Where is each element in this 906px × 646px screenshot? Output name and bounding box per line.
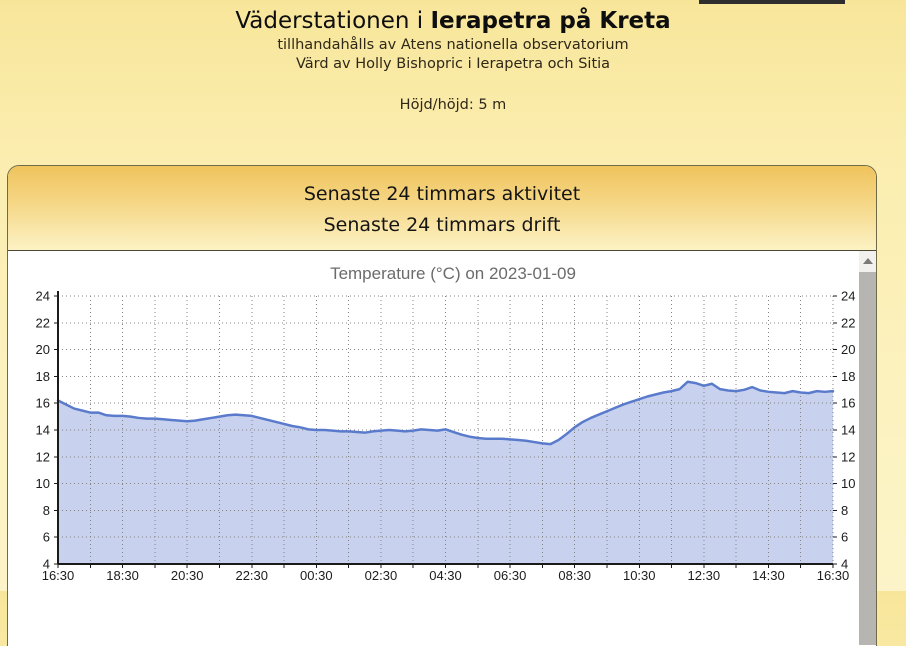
scrollbar-thumb[interactable] (859, 272, 876, 645)
svg-text:4: 4 (841, 557, 848, 572)
svg-text:00:30: 00:30 (300, 568, 333, 583)
chart-area: Temperature (°C) on 2023-01-09 16:30 18:3… (8, 251, 876, 645)
svg-text:18:30: 18:30 (106, 568, 139, 583)
svg-text:10: 10 (841, 476, 855, 491)
svg-text:16:30: 16:30 (42, 568, 75, 583)
svg-text:16: 16 (841, 396, 855, 411)
y-axis-labels: 4 4 6 6 8 8 10 10 12 12 14 14 16 16 18 18 20 20 22 22 24 24 (36, 289, 856, 572)
page-title-station: Ierapetra på Kreta (430, 8, 671, 34)
svg-text:14:30: 14:30 (752, 568, 785, 583)
temperature-line (56, 380, 835, 446)
host-subtitle: Värd av Holly Bishopric i Ierapetra och … (295, 56, 611, 72)
svg-text:14: 14 (841, 423, 855, 438)
svg-text:22: 22 (36, 315, 50, 330)
svg-text:22: 22 (841, 315, 855, 330)
svg-text:06:30: 06:30 (494, 568, 527, 583)
chart-title: Temperature (°C) on 2023-01-09 (330, 264, 576, 283)
axis-ticks (54, 295, 837, 568)
svg-text:02:30: 02:30 (365, 568, 398, 583)
svg-text:22:30: 22:30 (235, 568, 268, 583)
svg-text:16:30: 16:30 (817, 568, 850, 583)
svg-text:04:30: 04:30 (429, 568, 462, 583)
grid-lines (58, 295, 834, 564)
scrollbar-up-button[interactable] (859, 251, 876, 270)
x-axis-labels: 16:30 18:30 20:30 22:30 00:30 02:30 04:30 06:30… (42, 568, 850, 583)
svg-text:10: 10 (36, 476, 50, 491)
svg-text:6: 6 (841, 530, 848, 545)
svg-text:16: 16 (36, 396, 50, 411)
svg-text:12:30: 12:30 (688, 568, 721, 583)
panel-title-drift: Senaste 24 timmars drift (323, 214, 561, 236)
svg-text:4: 4 (43, 557, 50, 572)
svg-text:18: 18 (841, 369, 855, 384)
top-edge-artifact (699, 0, 845, 4)
svg-text:6: 6 (43, 530, 50, 545)
panel-title-activity: Senaste 24 timmars aktivitet (303, 183, 581, 205)
page-title-prefix: Väderstationen i (235, 8, 431, 34)
svg-text:10:30: 10:30 (623, 568, 656, 583)
svg-text:12: 12 (841, 449, 855, 464)
svg-text:20: 20 (36, 342, 50, 357)
svg-text:12: 12 (36, 449, 50, 464)
svg-text:24: 24 (841, 289, 855, 304)
page-header: Väderstationen i Ierapetra på Kreta till… (0, 0, 906, 113)
provider-subtitle: tillhandahålls av Atens nationella obser… (277, 37, 629, 53)
altitude-label: Höjd/höjd: 5 m (399, 97, 507, 113)
svg-text:8: 8 (43, 503, 50, 518)
temperature-chart: 16:30 18:30 20:30 22:30 00:30 02:30 04:30 06:30… (36, 289, 856, 584)
svg-text:14: 14 (36, 423, 50, 438)
svg-text:20: 20 (841, 342, 855, 357)
activity-panel-header: Senaste 24 timmars aktivitet Senaste 24 … (8, 166, 876, 251)
page-title: Väderstationen i Ierapetra på Kreta (0, 8, 906, 34)
svg-text:18: 18 (36, 369, 50, 384)
svg-text:24: 24 (36, 289, 50, 304)
svg-text:08:30: 08:30 (558, 568, 591, 583)
scroll-up-icon (862, 257, 873, 264)
activity-panel: Senaste 24 timmars aktivitet Senaste 24 … (7, 165, 877, 646)
vertical-scrollbar[interactable] (859, 251, 876, 645)
svg-text:20:30: 20:30 (171, 568, 204, 583)
svg-text:8: 8 (841, 503, 848, 518)
